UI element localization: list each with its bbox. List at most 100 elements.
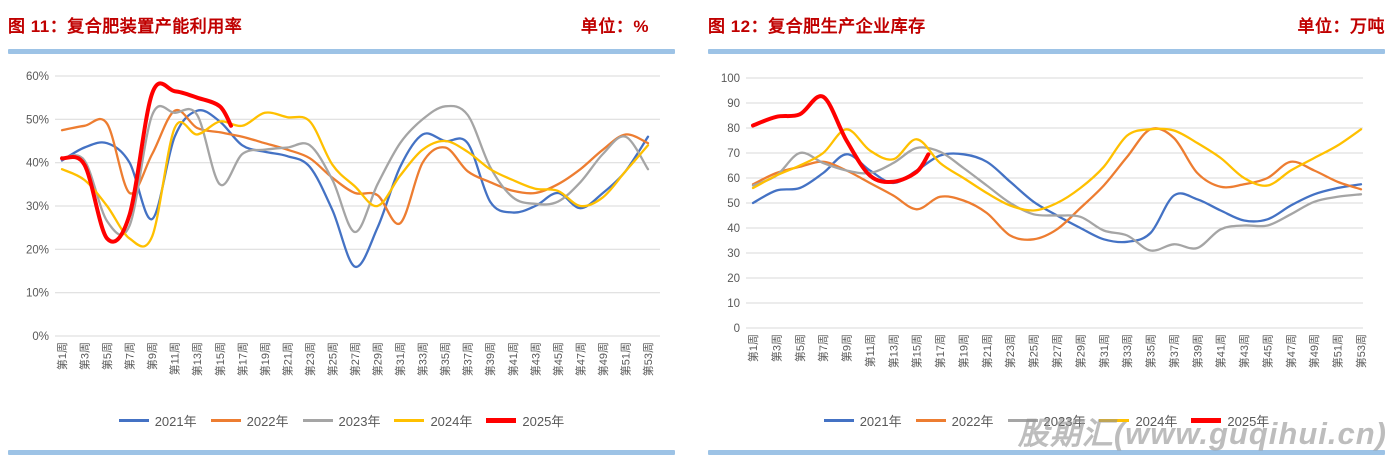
legend-item-2022年: 2022年 (210, 411, 289, 430)
x-tick-label: 第23周 (1003, 334, 1017, 368)
x-tick-label: 第7周 (123, 342, 137, 370)
y-tick-label: 100 (721, 73, 740, 85)
legend-label: 2021年 (859, 413, 902, 429)
legend-label: 2021年 (154, 413, 197, 429)
x-tick-label: 第43周 (1237, 334, 1251, 368)
x-tick-label: 第21周 (980, 334, 994, 368)
series-line-2025年 (60, 81, 233, 244)
figure-12-title: 图 12：复合肥生产企业库存 (708, 17, 926, 36)
legend-label: 2023年 (338, 413, 381, 429)
x-tick-label: 第25周 (1027, 334, 1041, 368)
figure-12-chart-svg: 0 10 20 30 40 50 60 70 80 90 100 第1周 第3周 第5周 第7周 第9周 第11… (721, 73, 1368, 368)
y-tick-label: 10% (26, 288, 49, 300)
x-tick-label: 第27周 (348, 342, 362, 376)
y-axis-labels: 0 10 20 30 40 50 60 70 80 90 100 (721, 73, 740, 335)
x-tick-label: 第35周 (438, 342, 452, 376)
x-tick-label: 第11周 (863, 334, 877, 367)
legend-swatch-2025年 (486, 417, 517, 423)
figure-12-panel: 图 12：复合肥生产企业库存 单位：万吨 0 10 20 30 40 50 60 70 80 90… (708, 0, 1385, 455)
legend-swatch-2024年 (1099, 418, 1130, 422)
y-axis-labels: 0% 10% 20% 30% 40% 50% 60% (26, 71, 49, 343)
x-tick-label: 第5周 (100, 342, 114, 370)
legend-swatch-2021年 (118, 418, 149, 422)
x-axis-labels: 第1周 第3周 第5周 第7周 第9周 第11周 第13周 第15周 第17周 第19周 第21周第… (746, 334, 1368, 368)
legend-swatch-2023年 (1007, 418, 1038, 422)
figure-11-chart-svg: 0%10%20%30%40%50%60%第1周 第3周 第5周 第7周 第9周 第11周第… (26, 71, 660, 376)
x-tick-label: 第53周 (641, 342, 655, 376)
report-figures-row: 图 11：复合肥装置产能利用率 单位：% 0% 10% 20% 30% 40% 50% 60… (8, 0, 1386, 455)
legend-swatch-2023年 (302, 418, 333, 422)
x-tick-label: 第19周 (957, 334, 971, 368)
y-tick-label: 70 (727, 148, 740, 160)
y-tick-label: 30% (26, 201, 49, 213)
x-tick-label: 第1周 (55, 342, 69, 370)
x-tick-label: 第43周 (528, 342, 542, 376)
x-tick-label: 第33周 (416, 342, 430, 376)
x-tick-label: 第5周 (793, 334, 807, 362)
figure-12-top-separator (708, 49, 1385, 54)
series-line-2023年 (60, 104, 650, 236)
x-tick-label: 第51周 (619, 342, 633, 376)
legend-item-2024年: 2024年 (1099, 411, 1177, 430)
x-tick-label: 第51周 (1331, 334, 1345, 368)
legend-label: 2024年 (1135, 413, 1178, 429)
legend-label: 2025年 (1227, 413, 1270, 429)
y-tick-label: 50 (727, 198, 740, 210)
figure-12-unit-label: 单位：万吨 (1297, 17, 1385, 36)
y-tick-label: 60% (26, 71, 49, 83)
x-tick-label: 第45周 (551, 342, 565, 376)
x-tick-label: 第35周 (1144, 334, 1158, 368)
x-tick-label: 第39周 (483, 342, 497, 376)
series-line-2024年 (60, 111, 650, 248)
legend-item-2021年: 2021年 (118, 411, 197, 430)
x-tick-label: 第49周 (596, 342, 610, 376)
x-tick-label: 第9周 (840, 334, 854, 362)
x-tick-label: 第37周 (461, 342, 475, 376)
x-tick-label: 第15周 (213, 342, 227, 376)
x-tick-label: 第25周 (326, 342, 340, 376)
series-line-2023年 (751, 146, 1363, 252)
y-tick-label: 0 (734, 323, 740, 335)
legend-item-2022年: 2022年 (915, 411, 994, 430)
legend-label: 2024年 (430, 413, 473, 429)
x-tick-label: 第1周 (746, 334, 760, 362)
y-tick-label: 90 (727, 98, 740, 110)
series-line-2024年 (751, 127, 1363, 212)
x-tick-label: 第41周 (1214, 334, 1228, 368)
gridlines (55, 75, 660, 337)
y-tick-label: 40 (727, 223, 740, 235)
x-tick-label: 第53周 (1354, 334, 1368, 368)
x-tick-label: 第29周 (371, 342, 385, 376)
figure-11-panel: 图 11：复合肥装置产能利用率 单位：% 0% 10% 20% 30% 40% 50% 60… (8, 0, 675, 455)
y-tick-label: 50% (26, 114, 49, 126)
x-tick-label: 第37周 (1167, 334, 1181, 368)
x-tick-label: 第3周 (769, 334, 783, 362)
legend-swatch-2022年 (915, 418, 946, 422)
y-tick-label: 60 (727, 173, 740, 185)
legend-item-2023年: 2023年 (302, 411, 381, 430)
y-tick-label: 0% (32, 331, 49, 343)
legend-swatch-2025年 (1191, 417, 1222, 423)
x-tick-label: 第31周 (393, 342, 407, 376)
x-tick-label: 第33周 (1120, 334, 1134, 368)
x-tick-label: 第3周 (78, 342, 92, 370)
x-tick-label: 第23周 (303, 342, 317, 376)
legend-swatch-2022年 (210, 418, 241, 422)
legend-label: 2023年 (1043, 413, 1086, 429)
legend-item-2021年: 2021年 (823, 411, 902, 430)
x-tick-label: 第15周 (910, 334, 924, 368)
y-tick-label: 20 (727, 273, 740, 285)
x-tick-label: 第47周 (1284, 334, 1298, 368)
x-tick-label: 第19周 (258, 342, 272, 376)
legend-item-2025年: 2025年 (1191, 411, 1269, 430)
figure-12-title-row: 图 12：复合肥生产企业库存 单位：万吨 (708, 12, 1385, 39)
x-tick-label: 第47周 (573, 342, 587, 376)
x-tick-label: 第17周 (933, 334, 947, 368)
x-tick-label: 第11周 (168, 342, 182, 375)
x-tick-label: 第27周 (1050, 334, 1064, 368)
figure-11-legend: 2021年 2022年 2023年 2024年 2025年 (8, 408, 675, 432)
legend-swatch-2024年 (394, 418, 425, 422)
figure-11-top-separator (8, 49, 675, 54)
x-tick-label: 第9周 (145, 342, 159, 370)
x-tick-label: 第13周 (190, 342, 204, 376)
